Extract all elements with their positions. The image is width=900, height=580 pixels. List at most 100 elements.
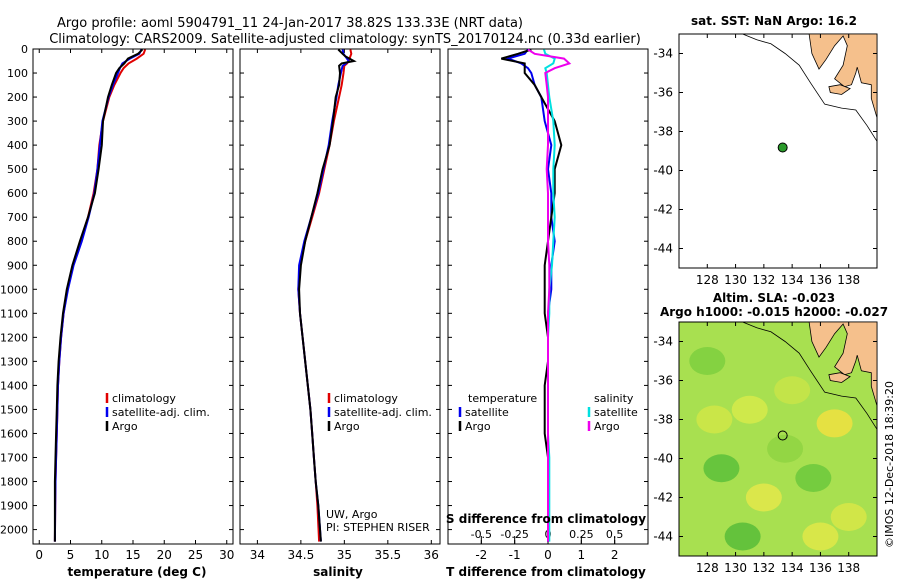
legend-label: satellite-adj. clim. (334, 406, 432, 419)
salinity-xlabel: salinity (313, 565, 363, 579)
temperature-xlabel: temperature (deg C) (68, 565, 207, 579)
x-tick-label: 20 (157, 548, 172, 562)
depth-tick-label: 1900 (0, 500, 28, 513)
t-difference-xlabel: T difference from climatology (446, 565, 646, 579)
x-tick-label: 35.5 (374, 548, 401, 562)
legend-label: satellite (594, 406, 638, 419)
sla-field-blob (816, 409, 853, 438)
s-tick-label: 0.25 (569, 528, 594, 541)
sla-field-blob (802, 522, 839, 551)
x-tick-label: 25 (188, 548, 203, 562)
depth-tick-label: 0 (21, 43, 28, 56)
temperature-argo-line (53, 49, 143, 542)
salinity-panel: 34 34.5 35 35.5 36 climatologysatellite-adj. … (239, 48, 441, 579)
salinity-satellite-line (297, 49, 351, 542)
depth-tick-label: 700 (7, 211, 28, 224)
s-difference-xlabel: S difference from climatology (446, 512, 646, 526)
sla-map-title1: Altim. SLA: -0.023 (713, 291, 835, 305)
legend-label: climatology (112, 392, 176, 405)
s-tick-label: 0.5 (606, 528, 624, 541)
t-diff-argo-line (501, 48, 563, 542)
s-diff-argo-line (527, 48, 572, 542)
legend-label: Argo (594, 420, 620, 433)
map-y-tick-label: -38 (653, 125, 673, 139)
map-x-tick-label: 138 (837, 561, 860, 575)
x-tick-label: 36 (424, 548, 439, 562)
sst-map-panel: sat. SST: NaN Argo: 16.2 128 130 132 134 136… (653, 14, 878, 287)
depth-tick-label: 800 (7, 235, 28, 248)
map-y-tick-label: -34 (653, 47, 673, 61)
x-tick-label: 30 (219, 548, 234, 562)
x-tick-label: -2 (475, 548, 487, 562)
sla-field-blob (745, 483, 782, 512)
s-tick-label: -0.25 (500, 528, 528, 541)
map-x-tick-label: 136 (809, 561, 832, 575)
sst-map-frame (678, 33, 878, 269)
shelf-contour (742, 321, 878, 430)
depth-tick-label: 600 (7, 187, 28, 200)
map-x-tick-label: 128 (696, 561, 719, 575)
x-tick-label: 35 (337, 548, 352, 562)
sla-field-blob (696, 405, 733, 434)
x-tick-label: 10 (94, 548, 109, 562)
s-tick-label: -0.5 (471, 528, 492, 541)
depth-tick-label: 400 (7, 139, 28, 152)
map-y-tick-label: -36 (653, 86, 673, 100)
depth-tick-label: 1200 (0, 331, 28, 344)
map-y-tick-label: -36 (653, 374, 673, 388)
sla-field-blob (767, 434, 804, 463)
sla-field-blob (724, 522, 761, 551)
legend-label: Argo (465, 420, 491, 433)
map-x-tick-label: 132 (752, 273, 775, 287)
sla-map-panel: Altim. SLA: -0.023 Argo h1000: -0.015 h2… (653, 291, 888, 575)
legend-label: climatology (334, 392, 398, 405)
depth-tick-label: 500 (7, 163, 28, 176)
map-x-tick-label: 130 (724, 561, 747, 575)
depth-tick-label: 1800 (0, 476, 28, 489)
depth-tick-label: 1300 (0, 355, 28, 368)
temperature-climatology-line (53, 49, 146, 542)
x-tick-label: 1 (578, 548, 586, 562)
depth-tick-label: 1000 (0, 283, 28, 296)
map-y-tick-label: -34 (653, 335, 673, 349)
x-tick-label: 5 (67, 548, 75, 562)
sla-field-blob (689, 347, 726, 375)
sla-field-blob (703, 454, 740, 483)
map-x-tick-label: 128 (696, 273, 719, 287)
shelf-contour (742, 33, 878, 142)
island (828, 84, 851, 95)
x-tick-label: 2 (611, 548, 619, 562)
island (828, 372, 851, 383)
map-x-tick-label: 134 (781, 561, 804, 575)
x-tick-label: -1 (509, 548, 521, 562)
sst-map-title: sat. SST: NaN Argo: 16.2 (691, 14, 857, 28)
map-x-tick-label: 136 (809, 273, 832, 287)
map-x-tick-label: 134 (781, 273, 804, 287)
depth-tick-label: 2000 (0, 524, 28, 537)
depth-tick-label: 1500 (0, 403, 28, 416)
map-x-tick-label: 132 (752, 561, 775, 575)
title-line2: Climatology: CARS2009. Satellite-adjuste… (49, 32, 641, 47)
salinity-climatology-line (297, 49, 353, 542)
depth-tick-label: 100 (7, 67, 28, 80)
map-y-tick-label: -44 (653, 530, 673, 544)
salinity-argo-line (298, 48, 357, 542)
temperature-frame (32, 48, 234, 545)
map-x-tick-label: 130 (724, 273, 747, 287)
argo-float-marker (777, 430, 788, 441)
map-y-tick-label: -40 (653, 452, 673, 466)
salinity-frame (239, 48, 441, 545)
depth-tick-label: 1600 (0, 427, 28, 440)
sla-field-blob (774, 376, 811, 405)
x-tick-label: 15 (125, 548, 140, 562)
title-line1: Argo profile: aoml 5904791_11 24-Jan-201… (57, 16, 523, 31)
map-y-tick-label: -42 (653, 491, 673, 505)
imos-watermark: ©IMOS 12-Dec-2018 18:39:20 (883, 381, 896, 548)
sla-field-blob (731, 395, 768, 424)
depth-axis-labels: 0 100 200 300 400 500 600 700 800 900 1000 1100 1200… (0, 43, 28, 537)
sla-field-blob (830, 503, 867, 531)
x-tick-label: 34 (250, 548, 265, 562)
credit-line1: UW, Argo (326, 508, 378, 521)
